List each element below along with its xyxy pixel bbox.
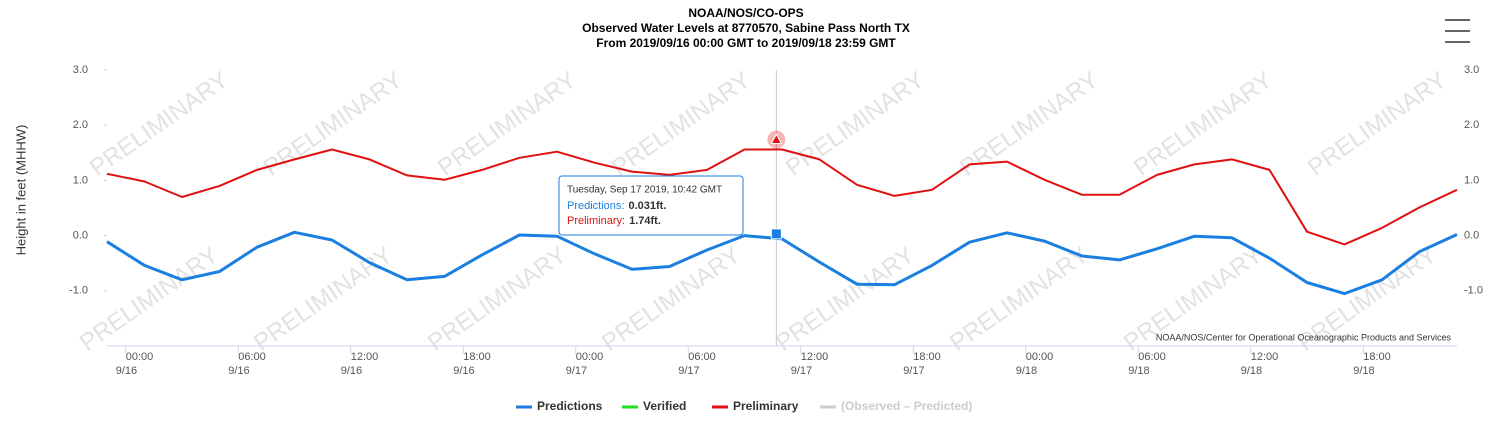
x-tick-date: 9/16 [453,365,474,377]
tooltip-box [558,175,744,236]
x-tick-time: 18:00 [463,351,491,363]
x-tick-date: 9/16 [341,365,362,377]
tooltip-label: Predictions: [567,200,624,212]
y-tick-label: 3.0 [73,64,88,76]
y-axis-label: Height in feet (MHHW) [13,125,28,256]
x-tick-time: 06:00 [688,351,716,363]
legend-label: (Observed – Predicted) [841,399,972,413]
x-tick-date: 9/18 [1016,365,1037,377]
tooltip: Tuesday, Sep 17 2019, 10:42 GMT Predictio… [558,175,744,236]
tooltip-value: 1.74ft. [629,215,661,227]
legend-item[interactable]: (Observed – Predicted) [820,399,972,413]
legend-label: Preliminary [733,399,799,413]
x-tick-time: 00:00 [576,351,604,363]
x-tick-date: 9/18 [1353,365,1374,377]
x-tick-date: 9/17 [903,365,924,377]
tooltip-time: Tuesday, Sep 17 2019, 10:42 GMT [567,185,722,196]
y-tick-label: -1.0 [69,285,88,297]
x-tick-date: 9/17 [678,365,699,377]
y2-tick-label: -1.0 [1464,285,1483,297]
y-tick-label: 2.0 [73,119,88,131]
series-line [106,230,1458,296]
hover-marker [770,228,782,240]
x-tick-date: 9/18 [1128,365,1149,377]
chart-title: Observed Water Levels at 8770570, Sabine… [582,21,910,35]
x-tick-date: 9/18 [1241,365,1262,377]
y2-tick-label: 2.0 [1464,119,1479,131]
plot: -1.0 -1.0 0.0 0.0 1.0 1.0 2.0 2.0 3.0 3.0 Height i… [13,64,1483,413]
x-tick-time: 00:00 [126,351,154,363]
y2-tick-label: 3.0 [1464,64,1479,76]
x-tick-time: 18:00 [913,351,941,363]
x-tick-time: 00:00 [1026,351,1054,363]
x-tick-date: 9/16 [228,365,249,377]
x-tick-time: 18:00 [1363,351,1391,363]
legend-label: Predictions [537,399,603,413]
credits: NOAA/NOS/Center for Operational Oceanogr… [1156,332,1452,342]
y2-tick-label: 1.0 [1464,174,1479,186]
legend-item[interactable]: Preliminary [712,399,799,413]
x-tick-time: 06:00 [1138,351,1166,363]
menu-button[interactable] [1440,16,1474,46]
y-tick-label: 0.0 [73,230,88,242]
tooltip-label: Preliminary: [567,215,625,227]
x-tick-time: 12:00 [801,351,829,363]
y2-tick-label: 0.0 [1464,230,1479,242]
y-tick-label: 1.0 [73,174,88,186]
legend-item[interactable]: Predictions [516,399,603,413]
legend-item[interactable]: Verified [622,399,686,413]
x-tick-date: 9/17 [566,365,587,377]
hover-marker [770,133,783,145]
x-tick-time: 12:00 [351,351,379,363]
chart-title: From 2019/09/16 00:00 GMT to 2019/09/18 … [596,36,896,50]
series-line [106,148,1458,246]
x-tick-date: 9/17 [791,365,812,377]
chart-title: NOAA/NOS/CO-OPS [688,6,803,20]
legend-label: Verified [643,399,686,413]
x-tick-time: 06:00 [238,351,266,363]
tooltip-value: 0.031ft. [628,200,666,212]
x-tick-date: 9/16 [116,365,137,377]
x-tick-time: 12:00 [1251,351,1279,363]
